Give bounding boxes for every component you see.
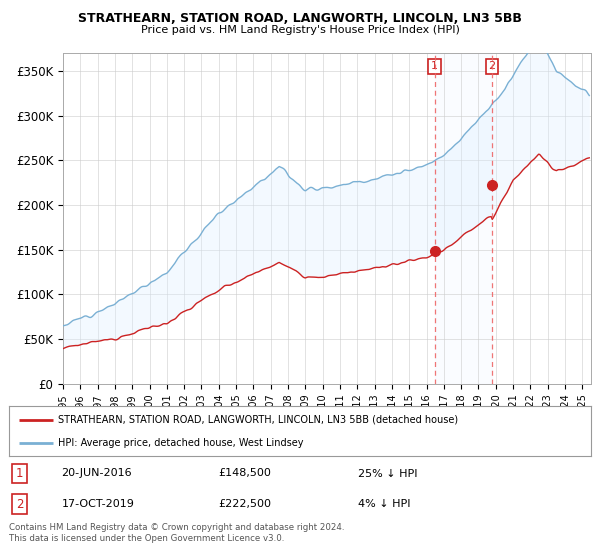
Text: 4% ↓ HPI: 4% ↓ HPI [358, 500, 410, 509]
Text: £222,500: £222,500 [218, 500, 272, 509]
Text: HPI: Average price, detached house, West Lindsey: HPI: Average price, detached house, West… [58, 438, 304, 448]
Text: 2: 2 [488, 62, 496, 72]
Text: 1: 1 [16, 467, 23, 480]
Text: 25% ↓ HPI: 25% ↓ HPI [358, 469, 418, 478]
Text: STRATHEARN, STATION ROAD, LANGWORTH, LINCOLN, LN3 5BB: STRATHEARN, STATION ROAD, LANGWORTH, LIN… [78, 12, 522, 25]
Text: £148,500: £148,500 [218, 469, 271, 478]
Text: 17-OCT-2019: 17-OCT-2019 [61, 500, 134, 509]
Text: STRATHEARN, STATION ROAD, LANGWORTH, LINCOLN, LN3 5BB (detached house): STRATHEARN, STATION ROAD, LANGWORTH, LIN… [58, 414, 458, 424]
Text: This data is licensed under the Open Government Licence v3.0.: This data is licensed under the Open Gov… [9, 534, 284, 543]
Text: Price paid vs. HM Land Registry's House Price Index (HPI): Price paid vs. HM Land Registry's House … [140, 25, 460, 35]
Text: 20-JUN-2016: 20-JUN-2016 [61, 469, 132, 478]
Bar [434, 53, 492, 384]
Text: Contains HM Land Registry data © Crown copyright and database right 2024.: Contains HM Land Registry data © Crown c… [9, 523, 344, 532]
Text: 1: 1 [431, 62, 438, 72]
Text: 2: 2 [16, 498, 23, 511]
